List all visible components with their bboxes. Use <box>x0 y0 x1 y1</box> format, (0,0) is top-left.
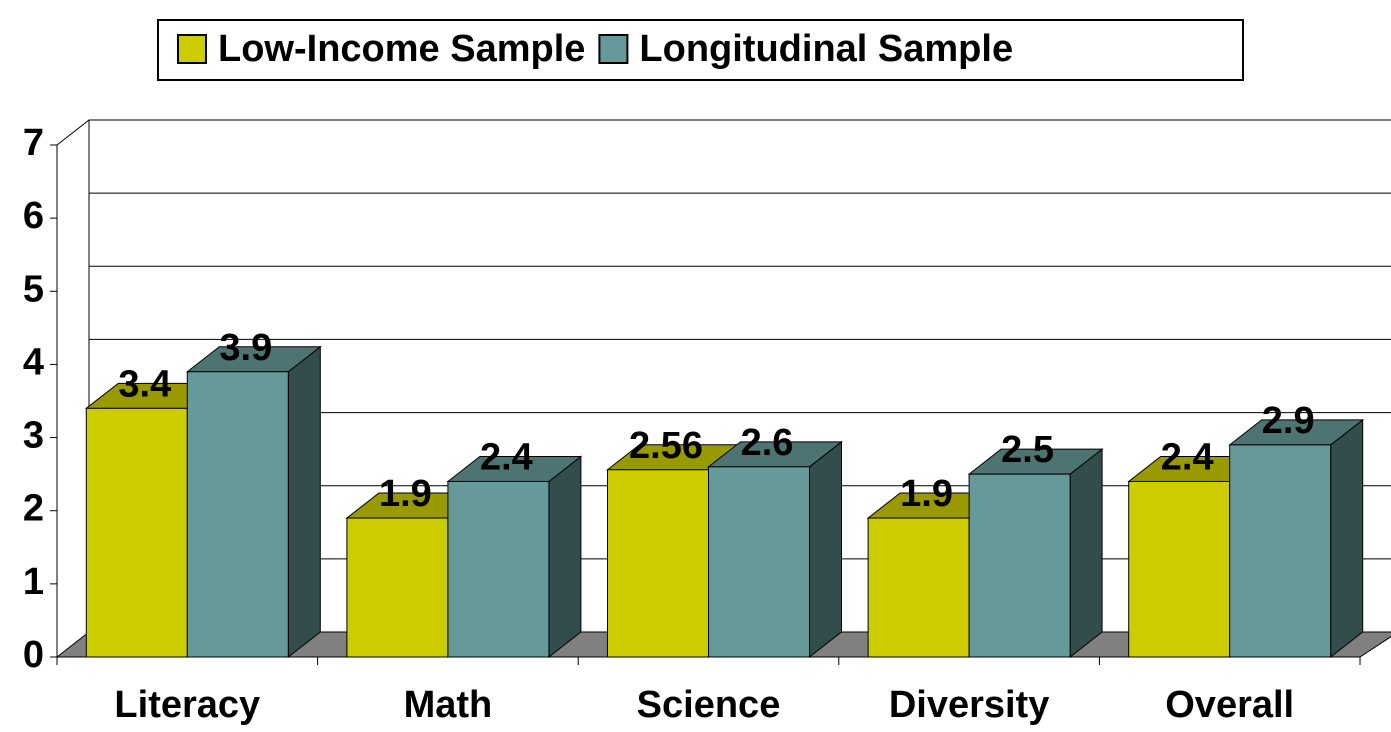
bar <box>185 345 322 659</box>
value-label: 3.9 <box>219 327 272 369</box>
x-tick-label: Overall <box>1165 684 1294 726</box>
bar <box>707 440 843 659</box>
value-label: 2.5 <box>1001 429 1054 471</box>
legend-swatch <box>177 34 207 64</box>
y-tick-label: 6 <box>23 195 44 237</box>
bar-side <box>1330 418 1364 659</box>
value-label: 2.4 <box>480 436 533 478</box>
x-tick-label: Literacy <box>114 684 260 726</box>
bar-front <box>968 473 1071 658</box>
legend-box <box>157 19 1244 81</box>
bar-front <box>708 466 810 658</box>
bar-front <box>346 517 449 658</box>
bar <box>967 448 1104 659</box>
bar-front <box>607 469 709 658</box>
y-tick-label: 3 <box>23 415 44 457</box>
bar-side <box>1069 448 1103 659</box>
bar-front <box>867 517 970 658</box>
bar-front <box>186 371 289 658</box>
bar-side <box>809 440 842 659</box>
x-tick-label: Science <box>637 684 781 726</box>
bar-side <box>287 345 321 659</box>
value-label: 1.9 <box>900 473 953 515</box>
legend-label: Longitudinal Sample <box>639 28 1013 70</box>
bar-side <box>548 455 582 659</box>
y-tick-label: 4 <box>23 341 44 383</box>
value-label: 2.56 <box>629 425 703 467</box>
value-label: 2.4 <box>1161 436 1214 478</box>
legend-swatch <box>598 34 629 64</box>
bar-front <box>1229 444 1332 658</box>
legend-label: Low-Income Sample <box>218 28 585 70</box>
x-tick-label: Diversity <box>889 684 1050 726</box>
y-tick-label: 1 <box>23 561 44 603</box>
bar <box>446 455 583 659</box>
y-tick-label: 0 <box>23 634 44 676</box>
bar <box>1228 418 1365 659</box>
value-label: 3.4 <box>118 363 171 405</box>
bar-front <box>1128 480 1231 658</box>
x-tick-label: Math <box>404 684 493 726</box>
value-label: 2.9 <box>1262 400 1315 442</box>
bar-front <box>85 407 188 658</box>
value-label: 1.9 <box>379 473 432 515</box>
y-tick-label: 7 <box>23 122 44 164</box>
y-tick-label: 2 <box>23 488 44 530</box>
y-tick-label: 5 <box>23 268 44 310</box>
left-wall-edge <box>56 119 90 146</box>
bar-front <box>447 480 550 658</box>
value-label: 2.6 <box>741 422 794 464</box>
